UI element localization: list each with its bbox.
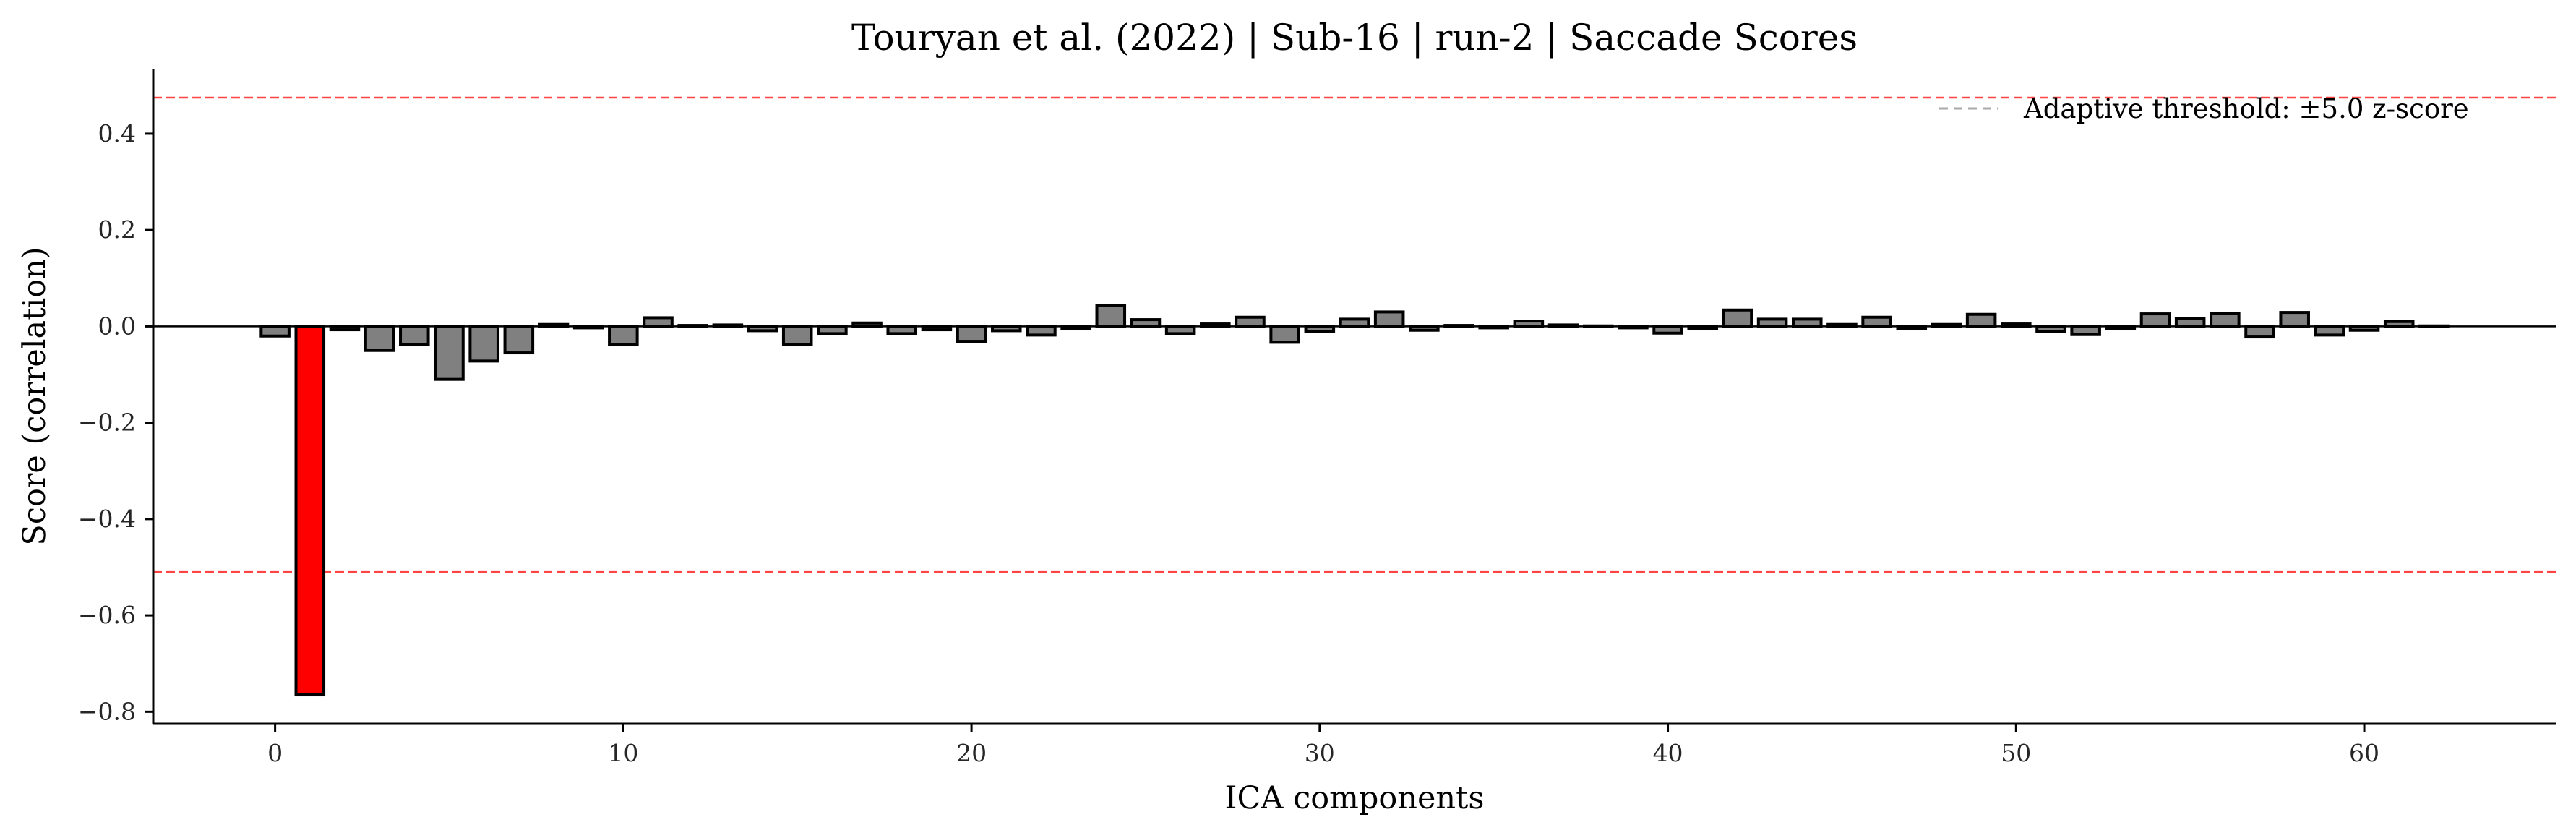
y-tick-label: −0.6 [78,601,136,629]
bar-component-57 [2244,325,2275,339]
bar-component-49 [1965,312,1997,328]
bar-component-15 [781,325,813,346]
bar-component-52 [2070,325,2101,336]
y-tick-label: 0.4 [98,119,136,147]
bar-component-56 [2210,312,2241,328]
bars [259,304,2450,697]
y-ticks: 0.4 0.2 0.0 −0.2 −0.4 −0.6 −0.8 [78,119,153,725]
bar-component-55 [2174,317,2206,328]
y-tick-label: 0.2 [98,215,136,244]
bar-component-26 [1164,325,1196,335]
x-tick-label: 10 [608,739,638,767]
bar-component-6 [468,325,499,363]
bar-component-22 [1026,325,1057,337]
x-tick-label: 20 [956,739,987,767]
bar-component-59 [2314,325,2345,337]
bar-component-10 [608,325,639,346]
y-tick-label: −0.4 [78,505,136,533]
x-tick-label: 40 [1653,739,1683,767]
bar-component-44 [1791,317,1823,328]
bar-component-25 [1130,318,1162,328]
bar-component-40 [1652,325,1683,335]
bar-component-46 [1861,315,1892,328]
y-axis-label: Score (correlation) [17,247,53,545]
bar-component-54 [2139,312,2171,328]
threshold-lines [153,96,2556,573]
bar-component-43 [1756,317,1788,328]
bar-component-1 [294,325,326,697]
y-tick-label: 0.0 [98,312,136,340]
bar-component-4 [399,325,430,346]
bar-component-31 [1339,317,1370,328]
y-tick-label: −0.8 [78,697,136,725]
bar-component-28 [1235,315,1266,328]
bar-component-16 [817,325,848,335]
bar-component-0 [259,325,291,338]
legend: Adaptive threshold: ±5.0 z-score [1939,93,2469,124]
x-ticks: 0 10 20 30 40 50 60 [267,724,2379,767]
bar-component-7 [503,325,535,355]
bar-component-29 [1269,325,1300,344]
bar-component-42 [1722,308,1753,328]
x-tick-label: 60 [2349,739,2379,767]
bar-component-3 [364,325,395,352]
bar-component-18 [886,325,918,335]
bar-component-20 [956,325,987,343]
bar-component-11 [643,316,674,328]
bar-component-5 [434,325,465,381]
bar-component-32 [1373,310,1405,328]
x-tick-label: 0 [267,739,283,767]
legend-label: Adaptive threshold: ±5.0 z-score [2023,93,2469,124]
x-axis-label: ICA components [1225,780,1485,816]
bar-component-58 [2279,311,2310,328]
x-tick-label: 30 [1305,739,1335,767]
y-tick-label: −0.2 [78,409,136,437]
bar-component-24 [1095,304,1127,328]
chart-title: Touryan et al. (2022) | Sub-16 | run-2 |… [851,17,1858,59]
x-tick-label: 50 [2001,739,2031,767]
